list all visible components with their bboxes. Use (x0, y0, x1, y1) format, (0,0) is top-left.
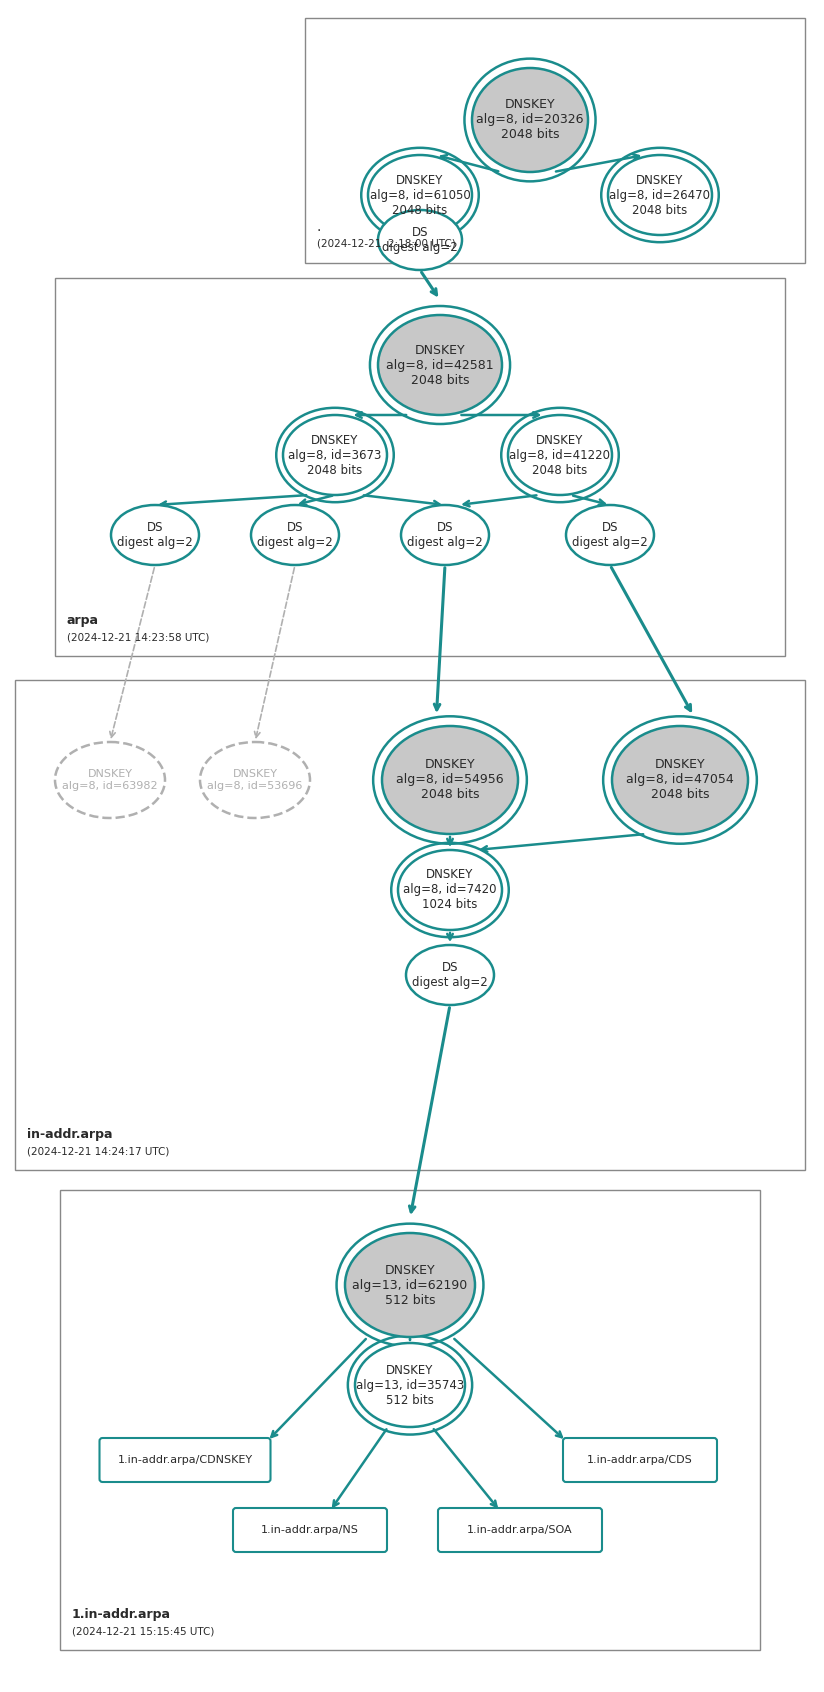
Ellipse shape (55, 743, 165, 817)
Text: DNSKEY
alg=13, id=62190
512 bits: DNSKEY alg=13, id=62190 512 bits (353, 1264, 468, 1306)
Text: 1.in-addr.arpa/CDS: 1.in-addr.arpa/CDS (588, 1455, 693, 1465)
Ellipse shape (368, 156, 472, 235)
Text: .: . (317, 220, 321, 233)
Text: DNSKEY
alg=8, id=63982: DNSKEY alg=8, id=63982 (62, 770, 158, 790)
Ellipse shape (251, 504, 339, 565)
Text: DNSKEY
alg=8, id=47054
2048 bits: DNSKEY alg=8, id=47054 2048 bits (626, 758, 734, 802)
FancyBboxPatch shape (233, 1508, 387, 1552)
Ellipse shape (111, 504, 199, 565)
Ellipse shape (378, 210, 462, 271)
Ellipse shape (472, 68, 588, 173)
Text: 1.in-addr.arpa/NS: 1.in-addr.arpa/NS (261, 1524, 359, 1535)
Text: DS
digest alg=2: DS digest alg=2 (412, 961, 488, 990)
Text: DS
digest alg=2: DS digest alg=2 (257, 521, 333, 548)
Text: DNSKEY
alg=8, id=26470
2048 bits: DNSKEY alg=8, id=26470 2048 bits (610, 174, 710, 217)
Text: DNSKEY
alg=8, id=41220
2048 bits: DNSKEY alg=8, id=41220 2048 bits (509, 433, 611, 477)
Text: DS
digest alg=2: DS digest alg=2 (117, 521, 193, 548)
Ellipse shape (608, 156, 712, 235)
Ellipse shape (406, 946, 494, 1005)
Text: DNSKEY
alg=8, id=7420
1024 bits: DNSKEY alg=8, id=7420 1024 bits (403, 868, 497, 912)
Text: 1.in-addr.arpa/CDNSKEY: 1.in-addr.arpa/CDNSKEY (118, 1455, 253, 1465)
Ellipse shape (378, 315, 502, 415)
Ellipse shape (401, 504, 489, 565)
FancyBboxPatch shape (438, 1508, 602, 1552)
Ellipse shape (398, 849, 502, 931)
Ellipse shape (566, 504, 654, 565)
Text: DNSKEY
alg=8, id=20326
2048 bits: DNSKEY alg=8, id=20326 2048 bits (476, 98, 583, 142)
FancyBboxPatch shape (563, 1438, 717, 1482)
Text: arpa: arpa (67, 614, 99, 628)
Ellipse shape (355, 1343, 465, 1426)
Text: in-addr.arpa: in-addr.arpa (27, 1129, 113, 1140)
FancyBboxPatch shape (100, 1438, 270, 1482)
Text: DNSKEY
alg=13, id=35743
512 bits: DNSKEY alg=13, id=35743 512 bits (356, 1364, 464, 1406)
Ellipse shape (345, 1233, 475, 1337)
Text: (2024-12-21 14:24:17 UTC): (2024-12-21 14:24:17 UTC) (27, 1145, 170, 1156)
Ellipse shape (508, 415, 612, 496)
Text: (2024-12-21 15:15:45 UTC): (2024-12-21 15:15:45 UTC) (72, 1626, 214, 1636)
Ellipse shape (283, 415, 387, 496)
Text: 1.in-addr.arpa/SOA: 1.in-addr.arpa/SOA (467, 1524, 573, 1535)
Ellipse shape (382, 726, 518, 834)
Text: (2024-12-21 14:23:58 UTC): (2024-12-21 14:23:58 UTC) (67, 633, 209, 641)
Ellipse shape (612, 726, 748, 834)
Text: DS
digest alg=2: DS digest alg=2 (407, 521, 483, 548)
Text: DS
digest alg=2: DS digest alg=2 (572, 521, 648, 548)
Text: DNSKEY
alg=8, id=61050
2048 bits: DNSKEY alg=8, id=61050 2048 bits (370, 174, 471, 217)
Text: (2024-12-21  2:18:00 UTC): (2024-12-21 2:18:00 UTC) (317, 239, 456, 249)
Text: DNSKEY
alg=8, id=3673
2048 bits: DNSKEY alg=8, id=3673 2048 bits (288, 433, 382, 477)
Text: DS
digest alg=2: DS digest alg=2 (382, 227, 458, 254)
Text: DNSKEY
alg=8, id=42581
2048 bits: DNSKEY alg=8, id=42581 2048 bits (386, 343, 494, 386)
Ellipse shape (200, 743, 310, 817)
Text: DNSKEY
alg=8, id=54956
2048 bits: DNSKEY alg=8, id=54956 2048 bits (396, 758, 503, 802)
Text: DNSKEY
alg=8, id=53696: DNSKEY alg=8, id=53696 (208, 770, 302, 790)
Text: 1.in-addr.arpa: 1.in-addr.arpa (72, 1607, 171, 1621)
